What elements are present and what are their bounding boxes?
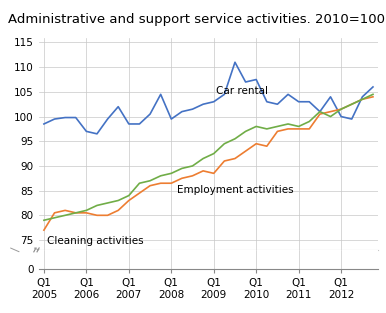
Text: Car rental: Car rental	[216, 86, 268, 96]
Text: Cleaning activities: Cleaning activities	[47, 236, 144, 246]
Text: Employment activities: Employment activities	[176, 185, 293, 195]
Text: Administrative and support service activities. 2010=100: Administrative and support service activ…	[8, 13, 385, 26]
